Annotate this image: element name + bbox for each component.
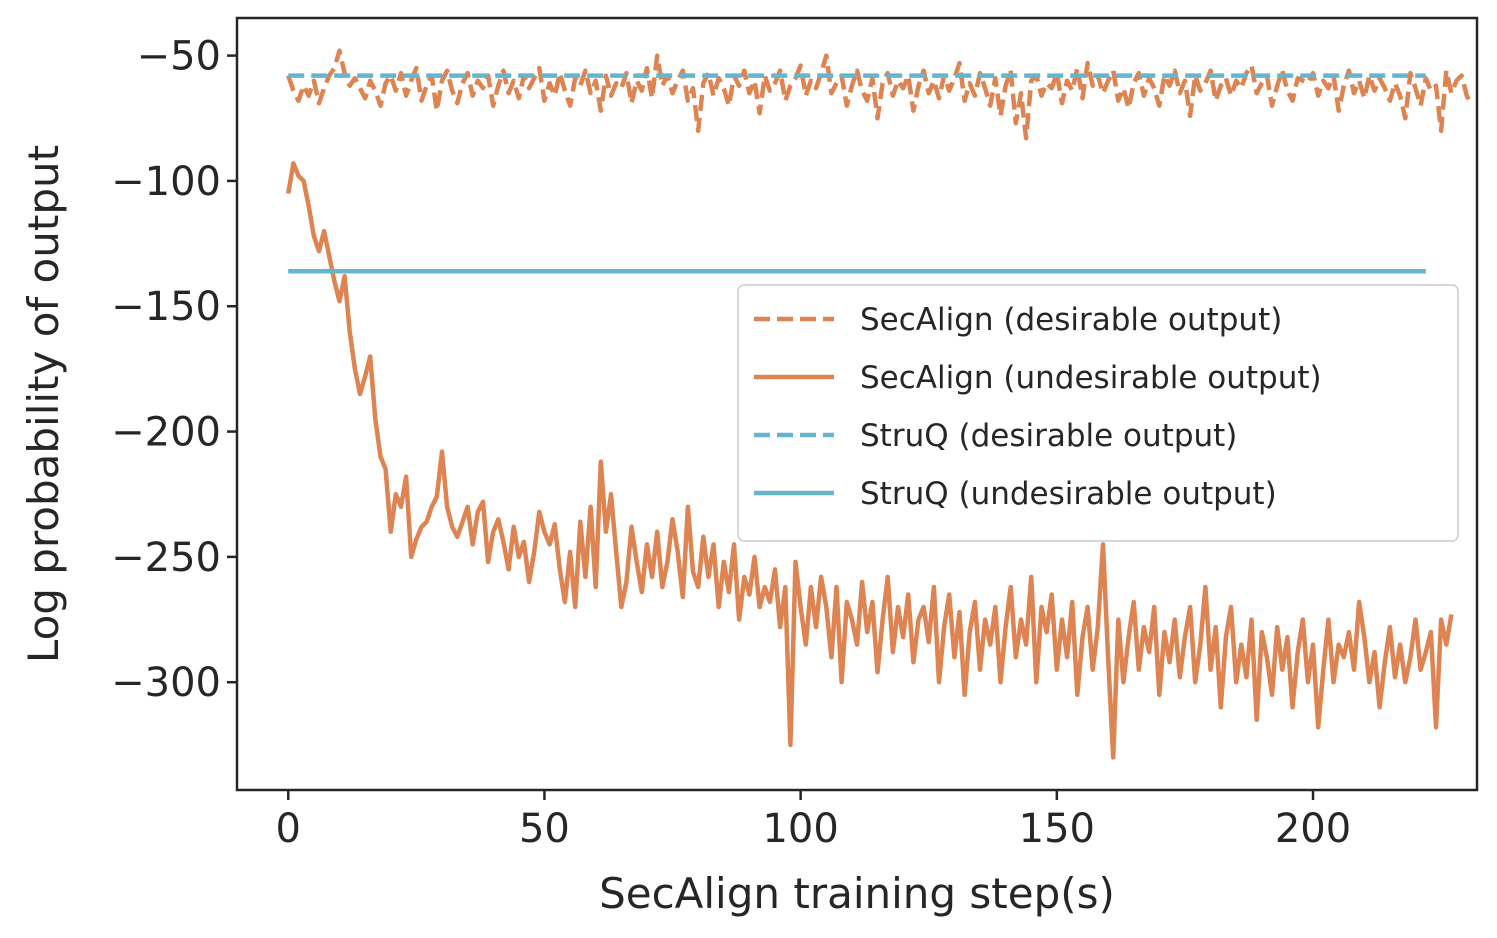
x-tick-label: 100 [762,806,838,852]
y-tick-label: −200 [111,410,221,456]
y-tick-label: −100 [111,159,221,205]
legend: SecAlign (desirable output) SecAlign (und… [737,284,1459,542]
series-lines [285,48,1474,760]
legend-label-struq-undesirable-output: StruQ (undesirable output) [860,476,1277,512]
plot-frame [235,16,1479,792]
x-tick-label: 0 [276,806,301,852]
legend-label-secalign-undesirable-output: SecAlign (undesirable output) [860,360,1322,396]
x-tick-label: 50 [519,806,570,852]
y-axis: −50 −100 −150 −200 −250 −300 [111,34,237,706]
series-line-secalign-desirable-output [286,48,1474,141]
x-axis-label: SecAlign training step(s) [599,869,1115,918]
x-axis: 0 50 100 150 200 [276,790,1351,852]
legend-box [737,284,1459,542]
y-tick-label: −150 [111,284,221,330]
series-line-secalign-undesirable-output [285,161,1454,760]
legend-label-secalign-desirable-output: SecAlign (desirable output) [860,302,1282,338]
legend-label-struq-desirable-output: StruQ (desirable output) [860,418,1237,454]
x-tick-label: 200 [1275,806,1351,852]
y-tick-label: −300 [111,660,221,706]
y-tick-label: −250 [111,535,221,581]
y-axis-label: Log probability of output [19,145,68,663]
y-tick-label: −50 [137,34,221,80]
x-tick-label: 150 [1019,806,1095,852]
